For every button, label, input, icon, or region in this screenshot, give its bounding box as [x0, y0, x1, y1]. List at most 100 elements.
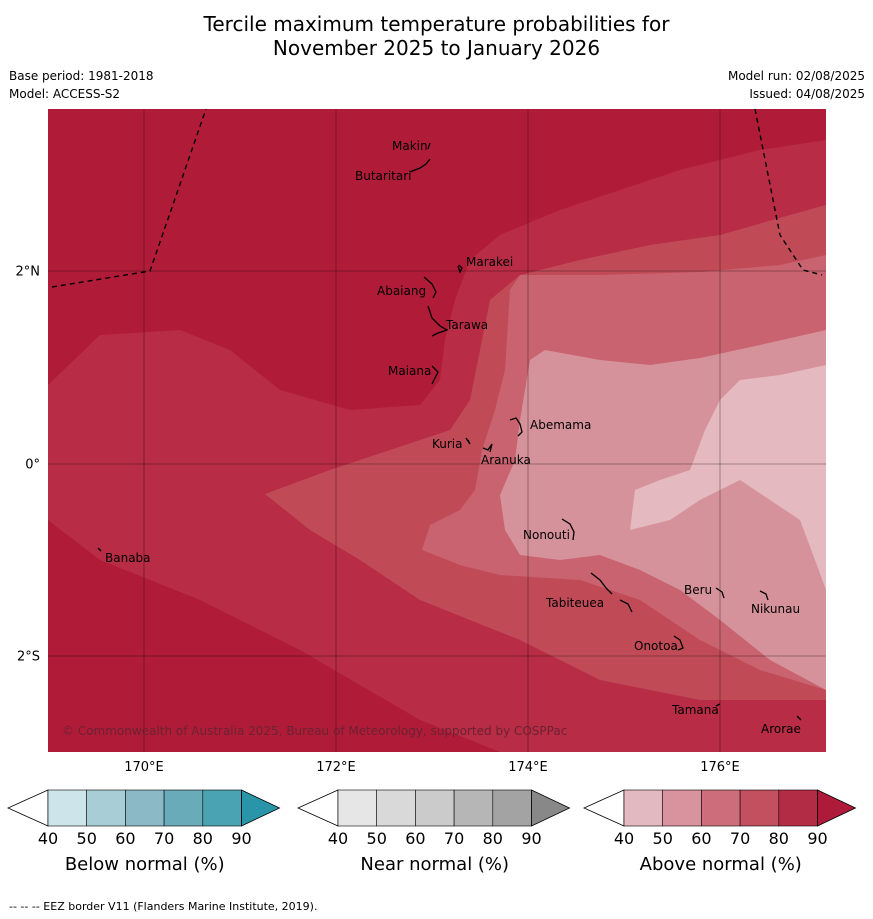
- place-label-beru: Beru: [684, 583, 713, 597]
- colorbar-swatch: [337, 789, 378, 827]
- colorbar-high-arrow: [241, 789, 281, 827]
- region-above-40: [630, 365, 826, 590]
- meta-right: Model run: 02/08/2025 Issued: 04/08/2025: [728, 67, 865, 103]
- lat-label-0: 0°: [25, 457, 40, 473]
- colorbar-tick-label: 50: [366, 829, 387, 848]
- lat-label-2s: 2°S: [16, 649, 40, 665]
- island-arorae: [796, 715, 802, 721]
- place-label-onotoa: Onotoa: [634, 639, 678, 653]
- place-label-nikunau: Nikunau: [751, 602, 801, 616]
- island-abaiang: [423, 276, 437, 299]
- island-maiana: [431, 365, 439, 385]
- title-line-2: November 2025 to January 2026: [272, 36, 601, 60]
- island-tarawa: [427, 305, 449, 337]
- place-label-nonouti: Nonouti: [523, 528, 570, 542]
- colorbar-high-arrow: [531, 789, 571, 827]
- colorbar-tick-label: 60: [691, 829, 712, 848]
- lon-label-170e: 170°E: [124, 760, 164, 775]
- place-label-aranuka: Aranuka: [481, 453, 531, 467]
- colorbar-tick-label: 80: [192, 829, 213, 848]
- chart-title: Tercile maximum temperature probabilitie…: [0, 12, 873, 60]
- colorbar-swatch: [778, 789, 818, 827]
- colorbar-tick-label: 80: [482, 829, 503, 848]
- eez-borders: [51, 109, 823, 288]
- place-label-abaiang: Abaiang: [377, 284, 427, 298]
- colorbar-tick-label: 70: [153, 829, 175, 848]
- colorbar-low-arrow: [583, 789, 625, 827]
- island-makin: [427, 142, 431, 150]
- colorbar-tick-label: 90: [521, 829, 542, 848]
- colorbar-tick-label: 50: [76, 829, 97, 848]
- colorbar-title: Near normal (%): [360, 854, 510, 875]
- colorbar-swatch: [701, 789, 741, 827]
- place-label-tamana: Tamana: [672, 703, 719, 717]
- colorbar-swatch: [376, 789, 416, 827]
- lat-label-2n: 2°N: [15, 264, 41, 280]
- base-period: Base period: 1981-2018: [9, 69, 154, 83]
- colorbar-tick-label: 40: [613, 829, 635, 848]
- colorbar-swatch: [47, 789, 88, 827]
- island-banaba: [97, 547, 102, 552]
- island-butaritari: [409, 158, 431, 173]
- colorbar-title: Below normal (%): [64, 854, 225, 875]
- colorbar-title: Above normal (%): [639, 854, 802, 875]
- colorbar-swatch: [202, 789, 242, 827]
- graticule: [48, 109, 826, 752]
- colorbar-swatch: [86, 789, 126, 827]
- issued-date: Issued: 04/08/2025: [749, 87, 865, 101]
- lon-label-176e: 176°E: [700, 760, 740, 775]
- colorbar-tick-label: 70: [729, 829, 751, 848]
- island-onotoa: [673, 635, 684, 651]
- colorbar-tick-label: 50: [652, 829, 673, 848]
- place-label-arorae: Arorae: [761, 722, 801, 736]
- colorbar-tick-label: 40: [327, 829, 349, 848]
- island-abemama: [509, 417, 523, 437]
- eez-border-east: [754, 109, 823, 276]
- copyright-notice: © Commonwealth of Australia 2025, Bureau…: [62, 724, 568, 738]
- island-nikunau: [759, 590, 769, 601]
- colorbar-tick-label: 80: [768, 829, 789, 848]
- title-line-1: Tercile maximum temperature probabilitie…: [203, 12, 670, 36]
- place-label-marakei: Marakei: [466, 255, 514, 269]
- place-label-abemama: Abemama: [530, 418, 592, 432]
- model-name: Model: ACCESS-S2: [9, 87, 121, 101]
- lon-label-174e: 174°E: [508, 760, 548, 775]
- place-label-banaba: Banaba: [105, 551, 151, 565]
- colorbar-swatch: [492, 789, 532, 827]
- lon-label-172e: 172°E: [316, 760, 356, 775]
- colorbar-tick-label: 90: [231, 829, 252, 848]
- map-area: [48, 109, 826, 752]
- island-kuria: [465, 437, 471, 445]
- colorbar-tick-label: 40: [37, 829, 59, 848]
- colorbar-swatch: [453, 789, 494, 827]
- island-tamana: [715, 703, 721, 707]
- island-nonouti: [561, 518, 575, 541]
- colorbar-tick-label: 90: [807, 829, 828, 848]
- island-outlines: [97, 142, 802, 721]
- colorbars: [7, 789, 857, 827]
- colorbar-swatch: [415, 789, 455, 827]
- island-tabiteuea: [590, 572, 633, 613]
- place-label-maiana: Maiana: [388, 364, 432, 378]
- footer-note: -- -- -- EEZ border V11 (Flanders Marine…: [9, 900, 318, 913]
- colorbar-swatch: [662, 789, 702, 827]
- colorbar-low-arrow: [7, 789, 49, 827]
- island-aranuka: [482, 443, 493, 453]
- colorbar-low-arrow: [297, 789, 339, 827]
- colorbar-high-arrow: [817, 789, 857, 827]
- colorbar-swatch: [125, 789, 165, 827]
- place-label-butaritari: Butaritari: [355, 169, 412, 183]
- island-marakei: [457, 264, 463, 274]
- eez-border-west: [51, 109, 207, 288]
- colorbar-swatch: [623, 789, 664, 827]
- colorbar-tick-label: 70: [443, 829, 465, 848]
- place-label-tarawa: Tarawa: [446, 318, 489, 332]
- colorbar-swatch: [163, 789, 204, 827]
- place-label-kuria: Kuria: [432, 437, 463, 451]
- place-label-makin: Makin: [392, 139, 428, 153]
- island-beru: [715, 587, 725, 599]
- colorbar-tick-label: 60: [115, 829, 136, 848]
- colorbar-tick-label: 60: [405, 829, 426, 848]
- model-run: Model run: 02/08/2025: [727, 69, 865, 83]
